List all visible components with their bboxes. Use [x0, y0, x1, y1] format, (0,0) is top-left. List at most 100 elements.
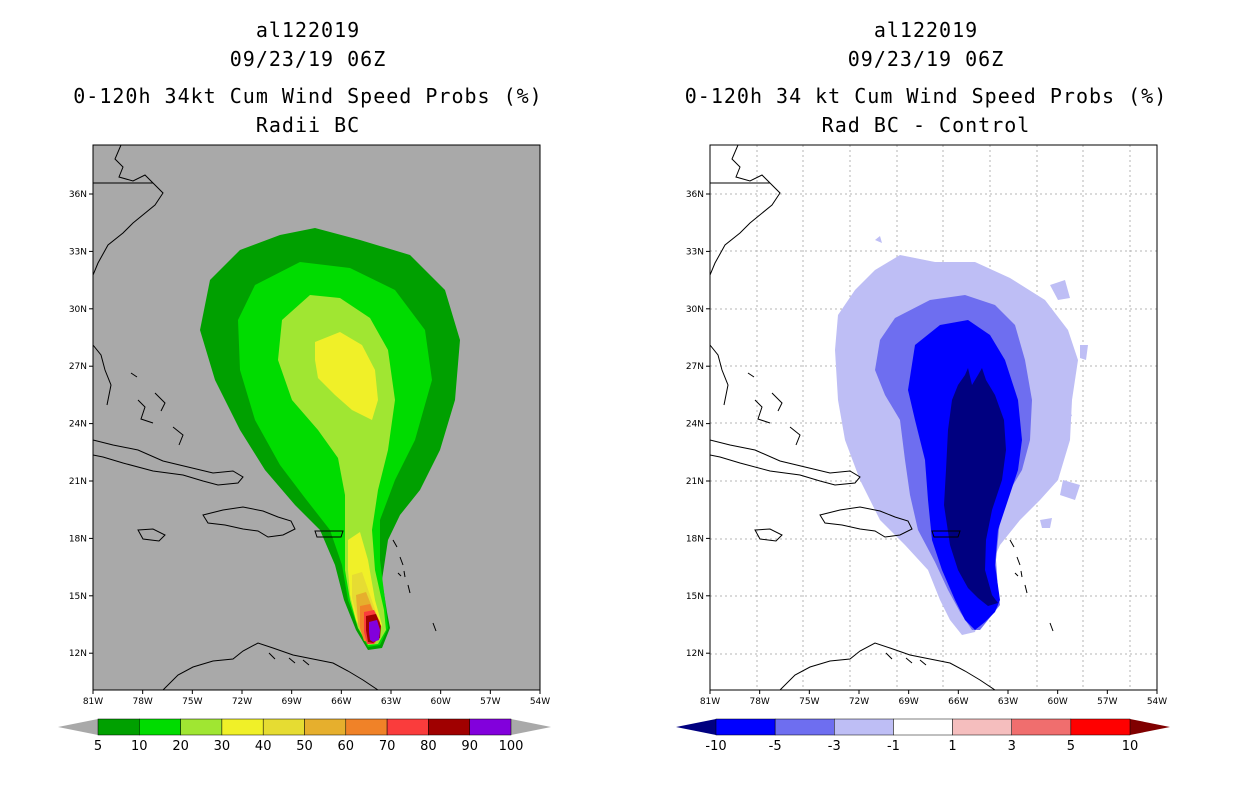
lon-label: 54W	[530, 697, 550, 707]
lon-label: 57W	[480, 697, 500, 707]
colorbar-swatch	[1011, 718, 1072, 736]
right-gridlines	[710, 145, 1157, 690]
colorbar-label: 90	[461, 739, 478, 754]
colorbar-swatch	[893, 718, 953, 736]
colorbar-swatch	[428, 718, 470, 736]
lon-label: 63W	[381, 697, 401, 707]
colorbar-swatch	[1070, 718, 1131, 736]
colorbar-label: -1	[887, 739, 900, 754]
lon-label: 69W	[281, 697, 301, 707]
lon-label: 60W	[1047, 697, 1067, 707]
colorbar-swatch	[345, 718, 388, 736]
left-product: 0-120h 34kt Cum Wind Speed Probs (%)	[73, 84, 543, 108]
left-title: al122019 09/23/19 06Z 0-120h 34kt Cum Wi…	[28, 16, 588, 140]
lon-label: 69W	[898, 697, 918, 707]
colorbar-label: 5	[1067, 739, 1075, 754]
colorbar-label: -10	[705, 739, 726, 754]
right-title: al122019 09/23/19 06Z 0-120h 34 kt Cum W…	[646, 16, 1206, 140]
right-subtitle: Rad BC - Control	[821, 113, 1031, 137]
lat-label: 21N	[686, 477, 704, 487]
colorbar-label: 10	[1122, 739, 1139, 754]
lon-label: 81W	[83, 697, 103, 707]
lat-label: 18N	[69, 534, 87, 544]
lat-label: 36N	[69, 190, 87, 200]
lat-label: 27N	[69, 362, 87, 372]
right-map	[709, 144, 1158, 691]
colorbar-swatch	[469, 718, 512, 736]
colorbar-label: 30	[214, 739, 231, 754]
colorbar-extend-low	[58, 719, 98, 735]
lat-label: 12N	[69, 649, 87, 659]
lat-label: 12N	[686, 649, 704, 659]
left-subtitle: Radii BC	[255, 113, 361, 137]
colorbar-label: 70	[379, 739, 396, 754]
lat-label: 24N	[686, 420, 704, 430]
colorbar-label: 50	[296, 739, 313, 754]
lat-label: 18N	[686, 534, 704, 544]
lat-label: 15N	[686, 592, 704, 602]
colorbar-swatch	[180, 718, 223, 736]
left-contour-30	[315, 332, 382, 640]
colorbar-label: 40	[255, 739, 272, 754]
colorbar-label: 20	[172, 739, 189, 754]
lat-label: 30N	[686, 305, 704, 315]
left-map	[92, 144, 541, 691]
lat-label: 36N	[686, 190, 704, 200]
colorbar-swatch	[139, 718, 181, 736]
colorbar-label: 3	[1008, 739, 1016, 754]
lon-label: 72W	[232, 697, 252, 707]
lon-label: 57W	[1097, 697, 1117, 707]
colorbar-swatch	[304, 718, 347, 736]
right-contour-minus10	[944, 368, 1006, 606]
right-datetime: 09/23/19 06Z	[847, 47, 1005, 71]
colorbar-swatch	[774, 718, 835, 736]
right-storm-id: al122019	[873, 18, 979, 42]
lon-label: 66W	[331, 697, 351, 707]
right-axes: 36N 33N 30N 27N 24N 21N 18N 15N 12N 81W 78W 75W 72W 6…	[686, 190, 1167, 707]
colorbar-label: 60	[338, 739, 355, 754]
colorbar-swatch	[952, 718, 1012, 736]
colorbar-label: 10	[131, 739, 148, 754]
lat-label: 15N	[69, 592, 87, 602]
left-datetime: 09/23/19 06Z	[229, 47, 387, 71]
colorbar-swatch	[262, 718, 305, 736]
colorbar-swatch	[834, 718, 894, 736]
lon-label: 63W	[998, 697, 1018, 707]
lat-label: 21N	[69, 477, 87, 487]
lon-label: 72W	[849, 697, 869, 707]
colorbar-swatch	[221, 718, 264, 736]
lon-label: 81W	[700, 697, 720, 707]
right-colorbar: -10 -5 -3 -1 1 3 5 10	[676, 718, 1170, 754]
left-contour-90	[369, 620, 380, 642]
lon-label: 78W	[132, 697, 152, 707]
lat-label: 24N	[69, 420, 87, 430]
colorbar-extend-high	[1130, 719, 1170, 735]
colorbar-swatch	[386, 718, 429, 736]
colorbar-label: 5	[94, 739, 102, 754]
left-axes: 36N 33N 30N 27N 24N 21N 18N 15N 12N 81W 78W 75W 72W 6…	[69, 190, 550, 707]
colorbar-extend-low	[676, 719, 716, 735]
colorbar-swatch	[715, 718, 776, 736]
lon-label: 75W	[799, 697, 819, 707]
lon-label: 60W	[430, 697, 450, 707]
colorbar-label: -3	[828, 739, 841, 754]
lat-label: 30N	[69, 305, 87, 315]
colorbar-extend-high	[511, 719, 551, 735]
left-colorbar: 5 10 20 30 40 50 60 70 80 90 100	[58, 718, 551, 754]
colorbar-swatch	[97, 718, 140, 736]
left-probability-contours	[93, 145, 460, 690]
lat-label: 27N	[686, 362, 704, 372]
colorbar-label: -5	[769, 739, 782, 754]
lon-label: 66W	[948, 697, 968, 707]
lon-label: 78W	[749, 697, 769, 707]
right-product: 0-120h 34 kt Cum Wind Speed Probs (%)	[684, 84, 1168, 108]
lat-label: 33N	[686, 247, 704, 257]
colorbar-label: 100	[499, 739, 524, 754]
lon-label: 75W	[182, 697, 202, 707]
lon-label: 54W	[1147, 697, 1167, 707]
colorbar-label: 1	[948, 739, 956, 754]
left-storm-id: al122019	[255, 18, 361, 42]
lat-label: 33N	[69, 247, 87, 257]
colorbar-label: 80	[420, 739, 437, 754]
